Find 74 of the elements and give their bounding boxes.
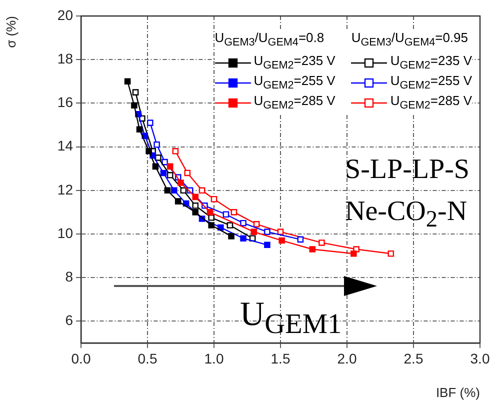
point — [350, 250, 357, 257]
point — [178, 180, 184, 186]
point — [147, 120, 154, 126]
point — [206, 209, 214, 216]
point — [192, 202, 199, 209]
x-tick-label: 2.5 — [404, 350, 424, 366]
legend-label: U$_{GEM2}$=255 V — [390, 73, 472, 92]
point — [250, 228, 258, 235]
y-tick-label: 8 — [65, 268, 74, 284]
point — [132, 89, 139, 96]
x-tick-label: 1.5 — [270, 350, 290, 366]
y-tick-label: 10 — [57, 224, 74, 241]
point — [208, 214, 214, 221]
point — [136, 126, 143, 133]
text: U$_{GEM3}$/U$_{GEM4}$=0.95 — [351, 30, 468, 49]
point — [124, 78, 131, 85]
legend-label: U$_{GEM2}$=255 V — [254, 73, 336, 92]
legend-label: U$_{GEM2}$=235 V — [390, 53, 472, 72]
point — [309, 246, 316, 252]
point — [297, 236, 304, 243]
x-tick-label: 3.0 — [470, 350, 490, 366]
legend-label: U$_{GEM2}$=285 V — [390, 93, 472, 112]
point — [174, 198, 182, 204]
point — [192, 209, 199, 216]
x-tick-label: 0.0 — [71, 350, 91, 366]
point — [131, 102, 138, 109]
x-tick-label: 2.0 — [337, 350, 357, 366]
point — [172, 148, 179, 154]
point — [388, 250, 394, 257]
y-tick-label: 6 — [65, 312, 74, 328]
point — [170, 187, 178, 194]
y-tick-label: 16 — [57, 94, 74, 110]
annotation: S-LP-LP-S — [345, 154, 470, 185]
point — [222, 211, 230, 218]
point — [184, 170, 191, 176]
y-tick-label: 12 — [57, 181, 74, 198]
point — [318, 240, 325, 246]
point — [192, 194, 199, 200]
y-tick-label: 14 — [57, 138, 74, 154]
point — [198, 187, 206, 194]
point — [154, 141, 160, 148]
point — [230, 209, 238, 216]
legend-label: U$_{GEM2}$=285 V — [254, 93, 336, 112]
point — [152, 163, 159, 170]
point — [264, 228, 270, 235]
point — [226, 222, 234, 228]
point — [146, 148, 152, 154]
point — [240, 235, 246, 242]
point — [278, 237, 285, 244]
annotation: Ne-CO$_{2}$-N — [345, 196, 468, 233]
x-tick-label: 0.5 — [138, 350, 158, 366]
annotation: U$_{GEM1}$ — [240, 296, 342, 340]
x-tick-label: 1.0 — [204, 350, 224, 366]
point — [180, 187, 187, 194]
y-axis-title: σ (%) — [3, 16, 18, 48]
x-axis-title: IBF (%) — [436, 384, 480, 400]
point — [264, 242, 270, 248]
point — [228, 233, 234, 240]
text: U$_{GEM3}$/U$_{GEM4}$=0.8 — [214, 30, 324, 49]
point — [166, 172, 174, 178]
point — [160, 170, 167, 176]
point — [164, 187, 171, 194]
point — [240, 220, 246, 226]
y-tick-label: 20 — [57, 6, 74, 23]
legend-label: U$_{GEM2}$=235 V — [254, 53, 336, 72]
point — [210, 196, 218, 202]
y-tick-label: 18 — [57, 50, 74, 66]
point — [166, 163, 174, 170]
point — [353, 246, 360, 252]
point — [208, 222, 214, 228]
point — [277, 228, 284, 235]
point — [253, 221, 260, 228]
point — [154, 154, 162, 161]
point — [218, 224, 224, 231]
